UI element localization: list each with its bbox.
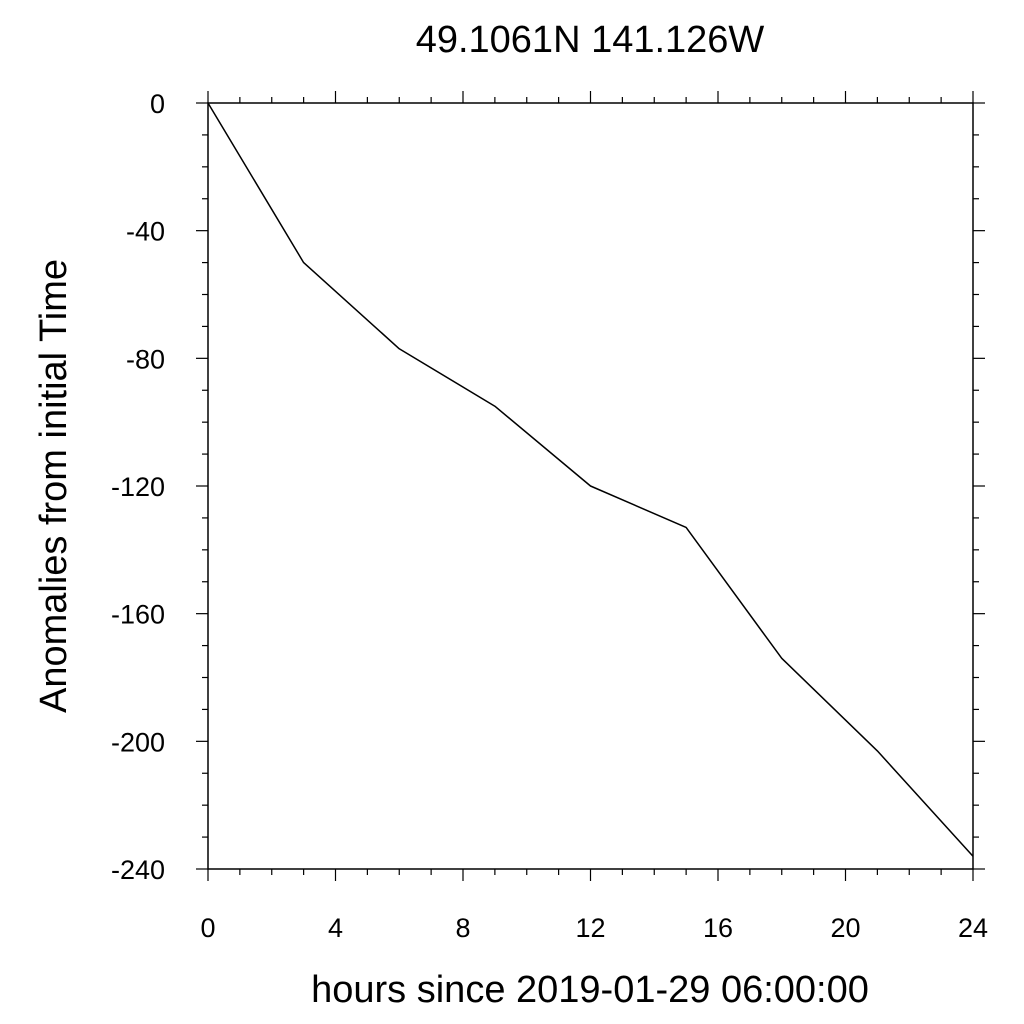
x-axis-title: hours since 2019-01-29 06:00:00 [311, 969, 869, 1011]
y-tick-label: -240 [111, 855, 165, 885]
y-tick-label: -200 [111, 727, 165, 757]
x-tick-label: 16 [703, 913, 733, 943]
x-tick-label: 8 [455, 913, 470, 943]
y-tick-label: -160 [111, 600, 165, 630]
x-tick-label: 4 [328, 913, 343, 943]
y-tick-label: -120 [111, 472, 165, 502]
y-axis-title: Anomalies from initial Time [33, 259, 75, 713]
x-tick-label: 0 [200, 913, 215, 943]
x-tick-labels: 0 4 8 12 16 20 24 [200, 913, 988, 943]
series-line [207, 102, 974, 857]
x-tick-label: 20 [830, 913, 860, 943]
y-tick-label: 0 [150, 89, 165, 119]
x-tick-label: 24 [958, 913, 988, 943]
axis-ticks [196, 91, 985, 881]
y-tick-labels: 0 -40 -80 -120 -160 -200 -240 [111, 89, 165, 885]
x-tick-label: 12 [575, 913, 605, 943]
series-layer [207, 102, 974, 857]
y-tick-label: -80 [126, 344, 165, 374]
y-tick-label: -40 [126, 217, 165, 247]
chart-title: 49.1061N 141.126W [416, 19, 765, 61]
